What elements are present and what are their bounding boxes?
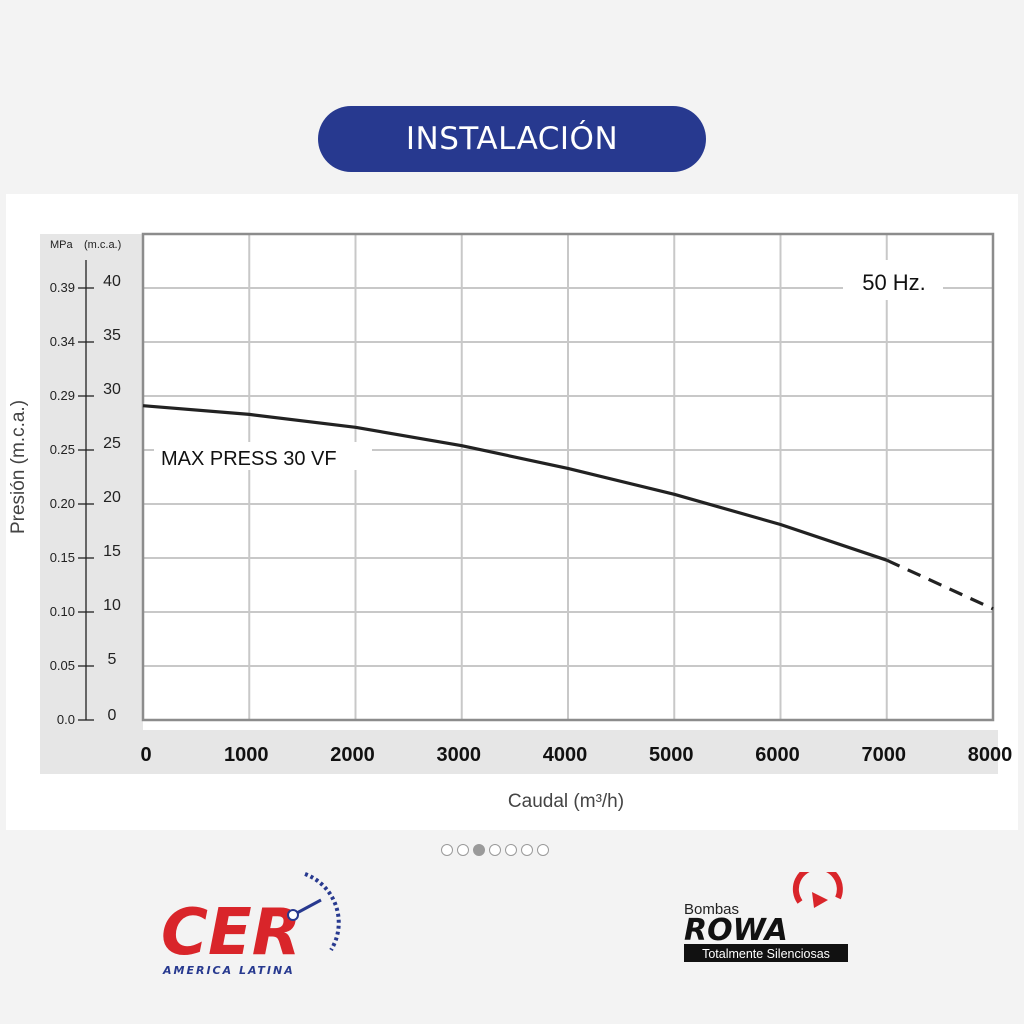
y-unit-left: MPa (50, 239, 74, 251)
series-label: MAX PRESS 30 VF (161, 448, 337, 470)
rowa-logo-tagline: Totalmente Silenciosas (702, 947, 830, 961)
rowa-swirl (792, 872, 843, 904)
y-tick-label-mpa: 0.0 (57, 712, 75, 727)
pump-curve-chart: MPa (m.c.a.) 0.0 0 0.05 5 0.10 10 0.15 15 0.20 20 0.… (8, 232, 1013, 812)
rowa-arrow (812, 892, 828, 908)
chart-card: MPa (m.c.a.) 0.0 0 0.05 5 0.10 10 0.15 15 0.20 20 0.… (6, 194, 1018, 830)
x-tick-label: 6000 (755, 744, 800, 766)
series-label-background (154, 442, 372, 470)
y-tick-label: 35 (103, 327, 121, 344)
y-axis-title: Presión (m.c.a.) (8, 400, 29, 534)
x-tick-label: 1000 (224, 744, 269, 766)
rowa-logo-brand: ROWA (684, 913, 788, 948)
carousel-dot[interactable] (489, 844, 501, 856)
y-tick-label: 25 (103, 435, 121, 452)
x-tick-label: 8000 (968, 744, 1013, 766)
section-title: INSTALACIÓN (318, 106, 706, 172)
carousel-dot[interactable] (505, 844, 517, 856)
y-tick-label: 10 (103, 597, 121, 614)
x-axis-band (40, 730, 998, 774)
cer-logo: CER AMERICA LATINA (161, 872, 341, 977)
rowa-logo-top: Bombas (684, 901, 739, 918)
series-line-solid (142, 404, 888, 562)
carousel-dots (441, 844, 549, 860)
cer-logo-subtitle: AMERICA LATINA (162, 964, 295, 977)
gauge-hub (287, 909, 299, 921)
gauge-arc (304, 872, 341, 952)
y-tick-label-mpa: 0.25 (50, 442, 75, 457)
annotation-background (843, 260, 943, 300)
plot-frame (141, 232, 995, 722)
carousel-dot[interactable] (441, 844, 453, 856)
y-tick-label: 5 (108, 651, 117, 668)
frequency-annotation: 50 Hz. (862, 270, 926, 295)
rowa-logo: Bombas ROWA Totalmente Silenciosas (684, 872, 848, 962)
y-tick-label-mpa: 0.15 (50, 550, 75, 565)
y-unit-right: (m.c.a.) (84, 239, 121, 251)
y-tick-label-mpa: 0.05 (50, 658, 75, 673)
y-tick-label: 0 (108, 707, 117, 724)
cer-logo-letters: CER (161, 896, 301, 970)
x-tick-label: 5000 (649, 744, 694, 766)
y-tick-label: 40 (103, 273, 121, 290)
y-tick-label: 20 (103, 489, 121, 506)
x-tick-label: 0 (140, 744, 151, 766)
y-tick-label-mpa: 0.29 (50, 388, 75, 403)
x-axis-title: Caudal (m³/h) (508, 791, 624, 812)
y-tick-label-mpa: 0.39 (50, 280, 75, 295)
y-tick-label-mpa: 0.20 (50, 496, 75, 511)
x-tick-label: 3000 (437, 744, 482, 766)
y-tick-label-mpa: 0.34 (50, 334, 75, 349)
gauge-needle (294, 898, 322, 916)
x-tick-label: 4000 (543, 744, 588, 766)
y-tick-label-mpa: 0.10 (50, 604, 75, 619)
carousel-dot[interactable] (473, 844, 485, 856)
carousel-dot[interactable] (457, 844, 469, 856)
y-tick-label: 15 (103, 543, 121, 560)
carousel-dot[interactable] (521, 844, 533, 856)
x-tick-label: 7000 (862, 744, 907, 766)
rowa-tagline-bar (684, 944, 848, 962)
x-tick-label: 2000 (330, 744, 375, 766)
carousel-dot[interactable] (537, 844, 549, 856)
series-line-dashed (886, 558, 994, 611)
y-tick-label: 30 (103, 381, 121, 398)
